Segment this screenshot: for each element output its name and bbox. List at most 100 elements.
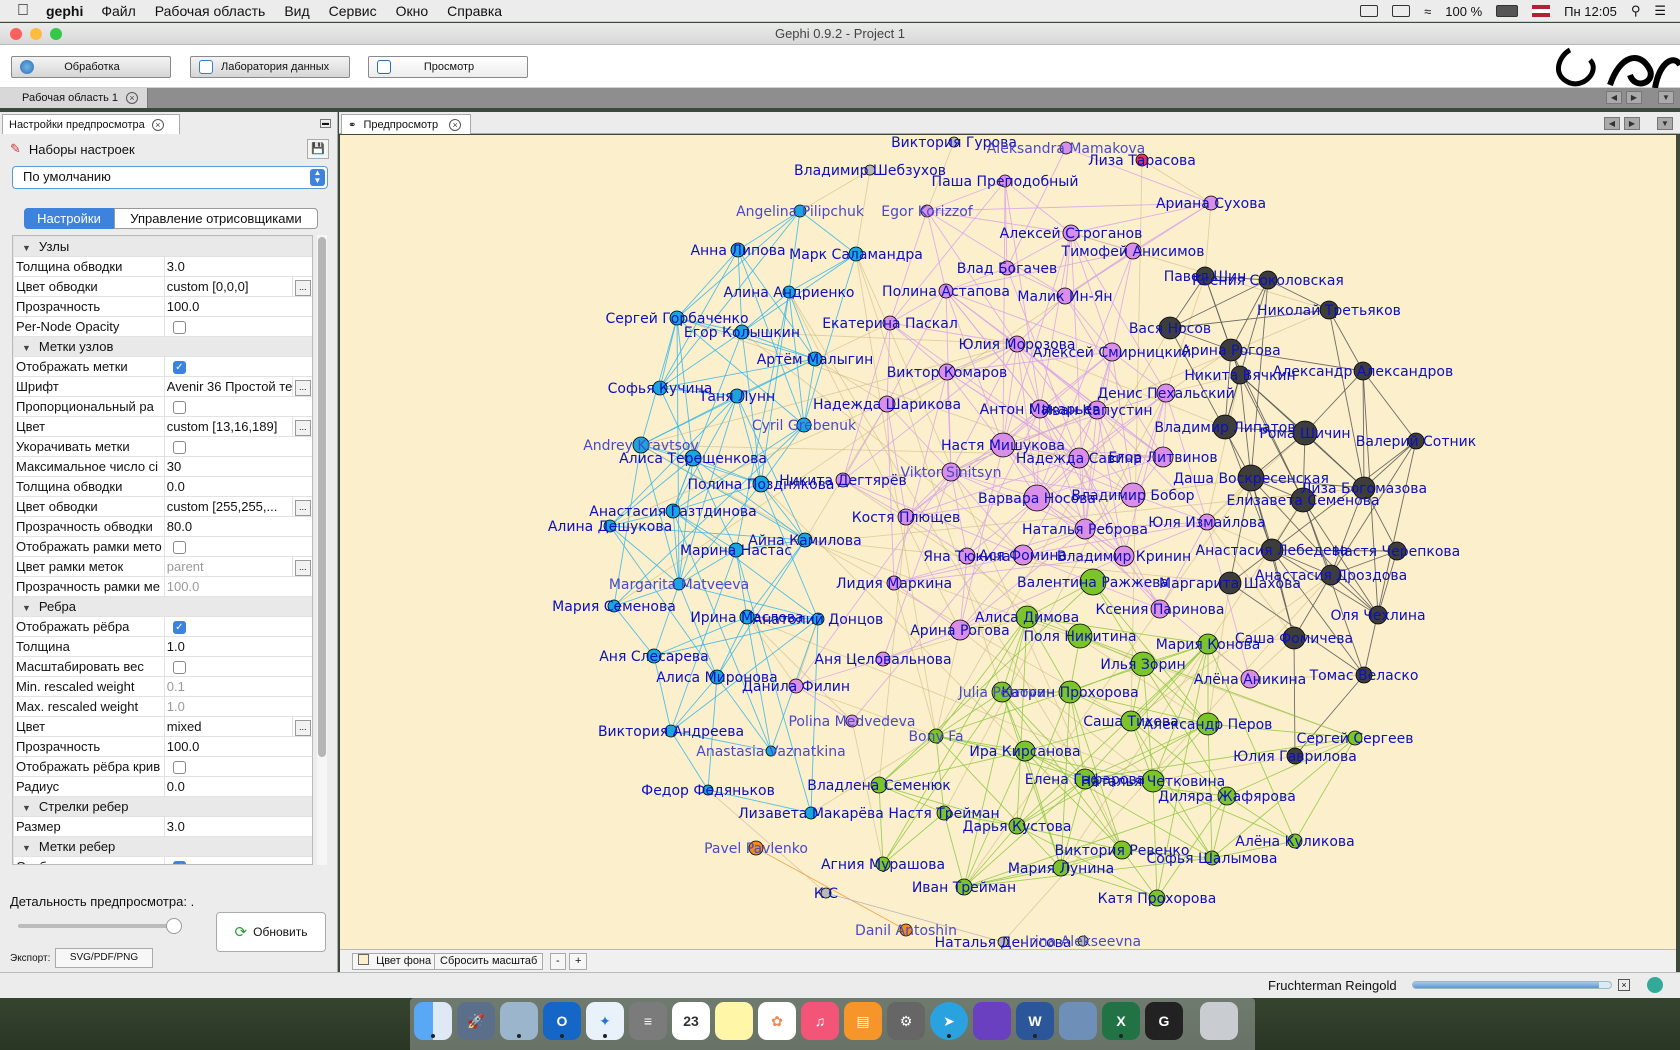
graph-node[interactable] (1148, 889, 1166, 907)
graph-node[interactable] (938, 283, 954, 299)
graph-node[interactable] (1008, 817, 1026, 835)
graph-node[interactable] (1120, 710, 1142, 732)
graph-node[interactable] (1008, 335, 1026, 353)
scroll-left-icon[interactable]: ◀ (1604, 117, 1620, 130)
minimize-panel-icon[interactable]: ▬ (320, 119, 331, 128)
ellipsis-button[interactable]: ... (294, 279, 311, 296)
graph-node[interactable] (796, 417, 812, 433)
graph-node[interactable] (1203, 195, 1219, 211)
graph-node[interactable] (1023, 484, 1051, 512)
graph-node[interactable] (709, 669, 725, 685)
graph-node[interactable] (936, 805, 952, 821)
property-checkbox[interactable] (172, 441, 186, 455)
graph-node[interactable] (1198, 513, 1216, 531)
calendar-icon[interactable]: 23 (672, 1002, 710, 1040)
graph-node[interactable] (1112, 840, 1132, 860)
graph-node[interactable] (870, 776, 888, 794)
property-value[interactable]: 3.0 (163, 816, 312, 837)
graph-node[interactable] (782, 285, 796, 299)
close-icon[interactable]: × (449, 119, 462, 131)
property-category[interactable]: ▼ Узлы (13, 236, 312, 257)
divx-icon[interactable] (973, 1002, 1011, 1040)
graph-node[interactable] (739, 609, 755, 625)
graph-node[interactable] (1258, 270, 1278, 290)
graph-node[interactable] (1087, 400, 1107, 420)
graph-node[interactable] (1196, 712, 1220, 736)
graph-node[interactable] (1062, 224, 1080, 242)
graph-node[interactable] (1012, 544, 1034, 566)
graph-node[interactable] (1387, 541, 1407, 561)
graph-node[interactable] (1204, 850, 1220, 866)
graph-node[interactable] (1067, 623, 1093, 649)
menu-tools[interactable]: Сервис (328, 2, 377, 19)
preview-tab[interactable]: ⚭ Предпросмотр × (341, 114, 471, 134)
graph-node[interactable] (1030, 399, 1050, 419)
data-laboratory-button[interactable]: Лаборатория данных (190, 56, 350, 78)
property-value[interactable]: 3.0 (163, 256, 312, 277)
graph-node[interactable] (1218, 571, 1242, 595)
property-value[interactable]: parent (163, 556, 293, 577)
property-category[interactable]: ▼ Стрелки ребер (13, 796, 312, 817)
graph-node[interactable] (864, 164, 876, 176)
menu-view[interactable]: Вид (284, 2, 310, 19)
collapse-triangle-icon[interactable]: ▼ (22, 843, 31, 853)
graph-node[interactable] (684, 449, 702, 467)
graph-node[interactable] (603, 519, 617, 533)
graph-node[interactable] (665, 503, 681, 519)
graph-node[interactable] (1150, 599, 1170, 619)
preview-mode-button[interactable]: Просмотр (368, 56, 528, 78)
input-source-icon[interactable] (1360, 5, 1379, 17)
graph-node[interactable] (1237, 464, 1265, 492)
property-sheet-scrollbar[interactable] (317, 235, 327, 865)
graph-node[interactable] (1158, 316, 1182, 340)
menu-window[interactable]: Окно (395, 2, 429, 19)
graph-node[interactable] (897, 508, 915, 526)
property-value[interactable]: 100.0 (163, 296, 312, 317)
dropdown-icon[interactable]: ▼ (1658, 91, 1674, 104)
graph-node[interactable] (652, 380, 668, 396)
graph-node[interactable] (1352, 476, 1376, 500)
tab-settings[interactable]: Настройки (24, 208, 114, 229)
graph-node[interactable] (729, 388, 745, 404)
music-icon[interactable]: ♫ (801, 1002, 839, 1040)
trash-icon[interactable] (1200, 1002, 1238, 1040)
ellipsis-button[interactable]: ... (294, 719, 311, 736)
property-checkbox[interactable]: ✓ (172, 861, 186, 864)
graph-node[interactable] (1212, 414, 1238, 440)
graph-node[interactable] (1282, 626, 1306, 650)
graph-node[interactable] (882, 315, 898, 331)
image-capture-icon[interactable] (1059, 1002, 1097, 1040)
graph-node[interactable] (1368, 605, 1388, 625)
refresh-button[interactable]: ⟳ Обновить (216, 912, 326, 952)
preview-settings-tab[interactable]: Настройки предпросмотра × (2, 114, 180, 134)
reset-zoom-button[interactable]: Сбросить масштаб (434, 953, 544, 970)
graph-node[interactable] (797, 532, 813, 548)
property-value[interactable]: Avenir 36 Простой тек (163, 376, 293, 397)
menu-help[interactable]: Справка (447, 2, 503, 19)
close-icon[interactable]: × (126, 92, 139, 104)
graph-node[interactable] (958, 547, 976, 565)
graph-node[interactable] (1152, 446, 1174, 468)
property-checkbox[interactable]: ✓ (172, 621, 186, 635)
graph-node[interactable] (875, 651, 891, 667)
books-icon[interactable]: ▤ (844, 1002, 882, 1040)
preview-app-icon[interactable] (500, 1002, 538, 1040)
graph-node[interactable] (820, 887, 832, 899)
graph-node[interactable] (1195, 266, 1215, 286)
graph-node[interactable] (955, 878, 973, 896)
graph-node[interactable] (1014, 740, 1036, 762)
graph-node[interactable] (999, 260, 1015, 276)
graph-node[interactable] (1219, 338, 1243, 362)
launchpad-icon[interactable]: 🚀 (457, 1002, 495, 1040)
graph-node[interactable] (941, 462, 961, 482)
outlook-icon[interactable]: O (543, 1002, 581, 1040)
graph-node[interactable] (1217, 786, 1237, 806)
graph-node[interactable] (990, 432, 1016, 458)
scroll-right-icon[interactable]: ▶ (1626, 91, 1642, 104)
graph-node[interactable] (646, 648, 662, 664)
property-category[interactable]: ▼ Метки узлов (13, 336, 312, 357)
graph-node[interactable] (1056, 287, 1074, 305)
dropdown-icon[interactable]: ▼ (1657, 117, 1673, 130)
graph-node[interactable] (748, 840, 764, 856)
graph-node[interactable] (1407, 432, 1425, 450)
